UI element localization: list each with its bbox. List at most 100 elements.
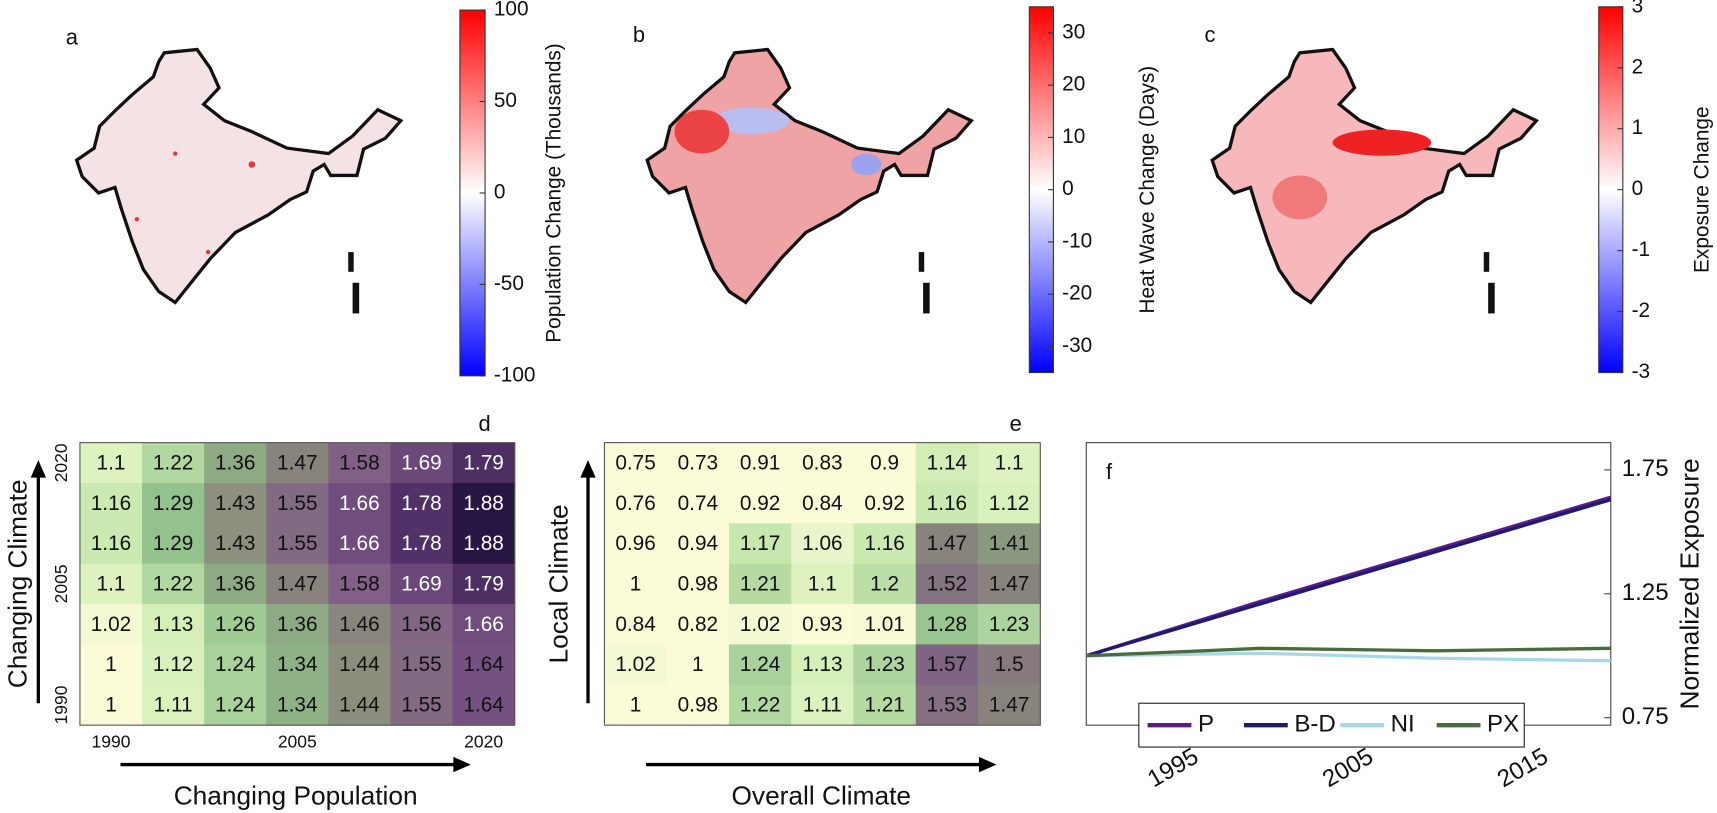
heatmap-cell: [79, 482, 143, 524]
cell-label: 1.1: [995, 451, 1024, 474]
heatmap-cell: [728, 442, 792, 484]
heatmap-cell: [390, 604, 454, 645]
y-tick-label: 1.75: [1622, 455, 1669, 482]
cell-label: 1.11: [154, 694, 193, 717]
cell-label: 0.73: [678, 451, 718, 474]
series-line: [1085, 498, 1612, 658]
colorbar-tick-label: -50: [494, 272, 524, 295]
cell-label: 1.66: [463, 613, 503, 636]
cell-label: 0.93: [802, 613, 842, 636]
x-tick-label: 2020: [464, 731, 503, 751]
cell-label: 1.21: [864, 694, 904, 717]
cell-label: 1.66: [339, 492, 379, 515]
heatmap-cell: [328, 523, 392, 565]
heatmap-cell: [79, 684, 143, 726]
panel-label: d: [479, 411, 491, 436]
cell-label: 1.64: [463, 694, 503, 717]
cell-label: 1.78: [401, 532, 441, 555]
heatmap-cell: [266, 442, 329, 484]
heatmap-cell: [853, 644, 917, 686]
heatmap-cell: [853, 563, 917, 605]
cell-label: 1.24: [740, 653, 780, 676]
heatmap-cell: [978, 644, 1041, 686]
cell-label: 1.47: [989, 694, 1029, 717]
heatmap-cell: [853, 482, 917, 524]
heatmap-frame: [79, 442, 516, 726]
colorbar-label: Heat Wave Change (Days): [1136, 66, 1159, 314]
cell-label: 0.96: [615, 532, 655, 555]
heatmap-cell: [978, 604, 1041, 645]
colorbar-tick-label: 2: [1632, 55, 1644, 78]
heatmap-cell: [791, 482, 855, 524]
legend-label: B-D: [1294, 711, 1335, 738]
cell-label: 1.47: [277, 572, 317, 595]
colorbar-tick-label: -3: [1632, 360, 1651, 383]
cell-label: 1.55: [277, 492, 317, 515]
series-line: [1086, 646, 1611, 658]
y-arrow-head: [30, 460, 46, 478]
heatmap-cell: [604, 442, 668, 484]
cell-label: 1.36: [215, 572, 255, 595]
cell-label: 1.14: [927, 451, 967, 474]
cell-label: 1.79: [463, 451, 503, 474]
heatmap-cell: [604, 563, 668, 605]
x-axis-label: Overall Climate: [732, 780, 912, 810]
cell-label: 1.02: [740, 613, 780, 636]
colorbar-tick-label: 10: [1062, 125, 1085, 148]
heatmap-cell: [791, 604, 855, 645]
cell-label: 1.28: [927, 613, 967, 636]
heatmap-cell: [204, 523, 267, 565]
plot-frame: [1085, 442, 1612, 726]
y-arrow-head: [580, 460, 596, 478]
heatmap-cell: [978, 482, 1041, 524]
x-axis-label: Changing Population: [174, 780, 418, 810]
cell-label: 1.29: [153, 532, 193, 555]
heatmap-cell: [791, 442, 855, 484]
cell-label: 1.66: [339, 532, 379, 555]
heatmap-cell: [452, 604, 516, 645]
colorbar-tick-label: -2: [1632, 299, 1651, 322]
cell-label: 0.94: [678, 532, 718, 555]
heatmap-cell: [79, 442, 143, 484]
x-tick-label: 1995: [1143, 743, 1203, 793]
heatmap-cell: [604, 523, 668, 565]
map-b: [645, 47, 973, 314]
heatmap-cell: [666, 684, 730, 726]
heatmap-cell: [728, 604, 792, 645]
heatmap-cell: [604, 644, 668, 686]
heatmap-cell: [142, 563, 205, 605]
cell-label: 1.43: [215, 532, 255, 555]
y-tick-label: 1.25: [1622, 579, 1669, 606]
colorbar-tick-label: 0: [1062, 177, 1074, 200]
cell-label: 1.43: [215, 492, 255, 515]
cell-label: 1.36: [215, 451, 255, 474]
cell-label: 0.83: [802, 451, 842, 474]
heatmap-cell: [390, 684, 454, 726]
colorbar-label: Exposure Change: [1690, 106, 1713, 273]
heatmap-cell: [452, 442, 516, 484]
series-line: [1086, 651, 1611, 663]
cell-label: 1.36: [277, 613, 317, 636]
cell-label: 1.69: [401, 572, 441, 595]
cell-label: 1.24: [215, 653, 255, 676]
cell-label: 1.16: [864, 532, 904, 555]
cell-label: 1.12: [153, 653, 193, 676]
heatmap-cell: [666, 442, 730, 484]
heatmap-cell: [328, 604, 392, 645]
heatmap-cell: [915, 482, 979, 524]
heatmap-cell: [79, 523, 143, 565]
heatmap-cell: [390, 482, 454, 524]
heatmap-cell: [452, 563, 516, 605]
colorbar-tick-label: 0: [494, 180, 506, 203]
heatmap-cell: [79, 604, 143, 645]
heatmap-cell: [915, 644, 979, 686]
heatmap-cell: [328, 482, 392, 524]
heatmap-cell: [328, 684, 392, 726]
cell-label: 1.55: [401, 653, 441, 676]
cell-label: 0.75: [615, 451, 655, 474]
cell-label: 1.69: [401, 451, 441, 474]
heatmap-cell: [915, 523, 979, 565]
heatmap-cell: [204, 644, 267, 686]
heatmap-cell: [204, 442, 267, 484]
heatmap-cell: [604, 604, 668, 645]
